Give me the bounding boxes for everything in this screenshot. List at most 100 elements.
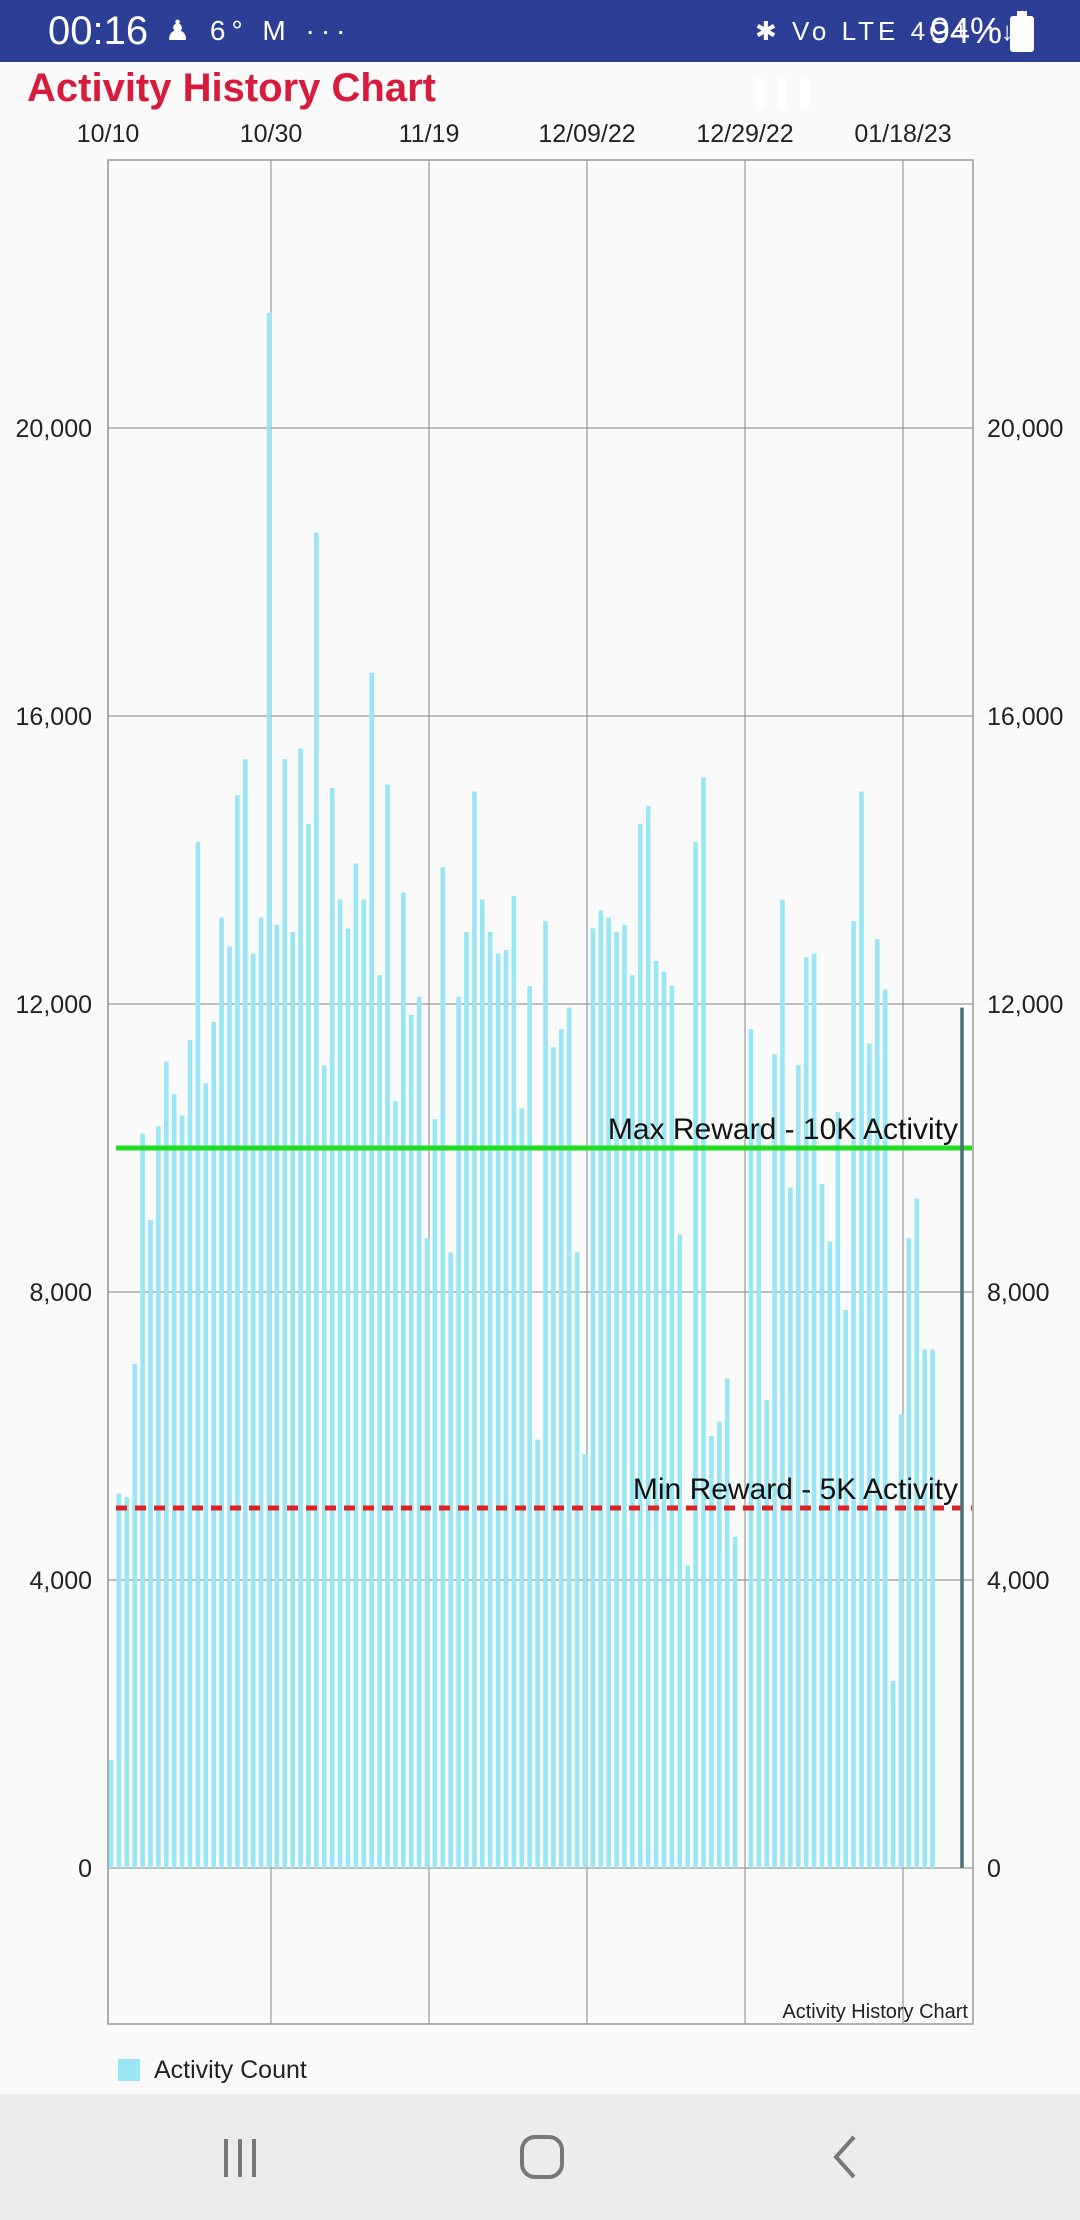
home-button[interactable] xyxy=(482,2094,602,2220)
activity-bar xyxy=(859,791,864,1868)
y-tick-label-left: 20,000 xyxy=(16,415,92,443)
activity-bar xyxy=(630,975,635,1868)
battery-percentage: 94% xyxy=(930,10,1003,51)
activity-bar xyxy=(898,1414,904,1868)
activity-bar xyxy=(851,921,856,1868)
back-button[interactable] xyxy=(786,2094,906,2220)
activity-bar xyxy=(796,1065,801,1868)
activity-bar xyxy=(424,1238,430,1868)
activity-bar xyxy=(788,1187,793,1868)
home-icon xyxy=(520,2135,564,2179)
connectivity-icons: ✱ Vo LTE 4G+ ↑↓ ▌▌▌ xyxy=(755,16,1018,108)
recent-apps-button[interactable] xyxy=(180,2094,300,2220)
activity-bar xyxy=(369,672,374,1868)
activity-bar xyxy=(914,1198,920,1868)
axis-labels: 0 0 4,000 4,000 8,000 8,000 12,000 12,000 16,000… xyxy=(16,120,1064,2023)
activity-bar xyxy=(385,784,390,1868)
activity-bar xyxy=(535,1439,540,1868)
activity-bar xyxy=(472,791,477,1868)
activity-bar xyxy=(377,975,382,1868)
x-tick-label: 11/19 xyxy=(399,120,460,148)
activity-bar xyxy=(116,1493,122,1868)
activity-bar xyxy=(408,1014,414,1868)
activity-bar xyxy=(140,1133,145,1868)
activity-bar xyxy=(393,1101,398,1868)
activity-bar xyxy=(211,1022,216,1868)
activity-bar xyxy=(235,795,240,1869)
max-reward-label: Max Reward - 10K Activity xyxy=(608,1113,958,1146)
activity-chart[interactable]: Max Reward - 10K Activity Min Reward - 5K… xyxy=(0,0,1080,2060)
activity-bar xyxy=(843,1310,848,1868)
activity-bar xyxy=(227,946,232,1868)
chart-description: Activity History Chart xyxy=(782,2001,968,2023)
reference-lines: Max Reward - 10K Activity Min Reward - 5K… xyxy=(116,1007,972,1868)
activity-bar xyxy=(803,957,809,1868)
activity-bar xyxy=(464,932,469,1868)
legend-swatch xyxy=(118,2059,140,2081)
activity-bar xyxy=(306,824,311,1868)
y-tick-label-left: 16,000 xyxy=(16,703,92,731)
activity-bar xyxy=(709,1436,714,1868)
activity-bar xyxy=(124,1497,130,1868)
activity-bar xyxy=(772,1054,777,1868)
activity-bar xyxy=(448,1252,453,1868)
activity-bar xyxy=(353,863,359,1868)
activity-bar xyxy=(519,1108,525,1868)
activity-bar xyxy=(187,1040,193,1868)
page-title: Activity History Chart xyxy=(27,66,436,110)
activity-bar xyxy=(685,1565,690,1868)
activity-bar xyxy=(574,1252,580,1868)
legend-label: Activity Count xyxy=(154,2055,307,2084)
activity-bar xyxy=(590,928,596,1868)
x-tick-label: 10/30 xyxy=(240,120,303,148)
x-tick-label: 12/09/22 xyxy=(538,120,635,148)
chart-bars xyxy=(108,312,935,1869)
activity-bar xyxy=(582,1454,588,1868)
activity-bar xyxy=(290,932,295,1868)
activity-bar xyxy=(677,1234,683,1868)
activity-bar xyxy=(543,921,548,1868)
activity-bar xyxy=(764,1400,769,1868)
activity-bar xyxy=(724,1378,730,1868)
y-tick-label-left: 4,000 xyxy=(29,1567,92,1595)
y-tick-label-right: 16,000 xyxy=(987,703,1063,731)
activity-bar xyxy=(693,842,698,1868)
activity-bar xyxy=(132,1364,137,1868)
activity-bar xyxy=(527,986,532,1868)
activity-bar xyxy=(559,1029,564,1868)
activity-bar xyxy=(566,1007,572,1868)
activity-bar xyxy=(638,824,643,1868)
activity-bar xyxy=(487,932,493,1868)
activity-bar xyxy=(551,1047,556,1868)
activity-bar xyxy=(875,939,880,1868)
activity-bar xyxy=(156,1126,161,1868)
activity-bar xyxy=(456,996,461,1868)
y-tick-label-right: 0 xyxy=(987,1855,1001,1883)
y-tick-label-right: 4,000 xyxy=(987,1567,1050,1595)
activity-bar xyxy=(495,953,501,1868)
activity-bar xyxy=(219,917,224,1868)
activity-bar xyxy=(890,1680,896,1868)
notification-icons: ♟ 6° M ··· xyxy=(165,15,352,46)
activity-bar xyxy=(756,1122,762,1868)
activity-bar xyxy=(250,953,256,1868)
activity-bar xyxy=(503,950,509,1868)
activity-bar xyxy=(645,806,651,1868)
x-tick-label: 10/10 xyxy=(77,120,140,148)
activity-bar xyxy=(906,1238,912,1868)
activity-bar xyxy=(480,899,485,1868)
activity-bar xyxy=(322,1065,327,1868)
activity-bar xyxy=(282,759,288,1869)
y-tick-label-left: 12,000 xyxy=(16,991,92,1019)
x-tick-label: 01/18/23 xyxy=(854,120,951,148)
activity-bar xyxy=(164,1061,169,1868)
activity-bar xyxy=(440,867,446,1868)
activity-bar xyxy=(669,986,675,1868)
activity-bar xyxy=(179,1115,185,1868)
status-time: 00:16 xyxy=(48,9,149,53)
activity-bar xyxy=(780,899,785,1868)
y-tick-label-right: 8,000 xyxy=(987,1279,1050,1307)
x-tick-label: 12/29/22 xyxy=(696,120,793,148)
activity-bar xyxy=(298,748,303,1868)
activity-bar xyxy=(266,312,272,1868)
